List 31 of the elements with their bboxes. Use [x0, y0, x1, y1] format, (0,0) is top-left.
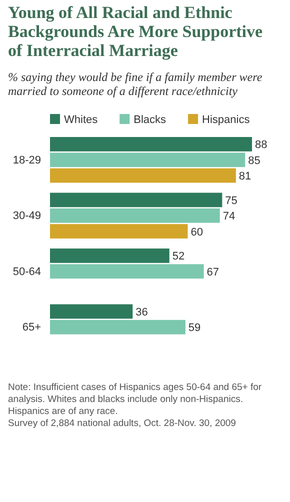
y-tick-label: 65+ [22, 322, 41, 334]
bar [50, 248, 170, 263]
legend-label: Whites [64, 114, 98, 126]
data-label: 60 [190, 226, 203, 238]
data-label: 85 [248, 154, 260, 167]
data-label: 81 [238, 170, 252, 183]
data-label: 74 [222, 210, 236, 223]
bar [50, 304, 133, 319]
bar [50, 137, 252, 152]
data-label: 75 [225, 194, 238, 207]
data-label: 36 [136, 306, 148, 318]
y-tick-label: 30-49 [12, 210, 41, 222]
text: Survey of 2,884 national adults, Oct. 28-Nov. 30, 2009 [8, 418, 236, 429]
bar [50, 192, 222, 208]
bar [50, 152, 246, 168]
bar [50, 168, 236, 183]
bar [50, 264, 204, 279]
data-label: 67 [206, 266, 220, 278]
y-tick-label: 18-29 [12, 154, 41, 166]
text: Note: Insufficient cases of Hispanics ages 50-64 and 65+ for analysis. Whites and blacks include only non-Hispanics. Hispanics are of any race. [8, 382, 262, 417]
bar [50, 224, 188, 238]
data-label: 59 [188, 322, 201, 334]
bar [50, 320, 186, 334]
y-tick-label: 50-64 [12, 266, 41, 278]
bar [50, 208, 220, 223]
chart-subtitle: % saying they would be fine if a family member were married to someone of a different race/ethnicity [8, 70, 263, 98]
legend-label: Hispanics [202, 114, 250, 126]
data-label: 52 [172, 250, 185, 263]
data-label: 88 [255, 139, 268, 152]
legend-label: Blacks [134, 114, 167, 126]
chart-title: Young of All Racial and Ethnic Backgrounds Are More Supportive of Interracial Marriage [8, 3, 264, 60]
